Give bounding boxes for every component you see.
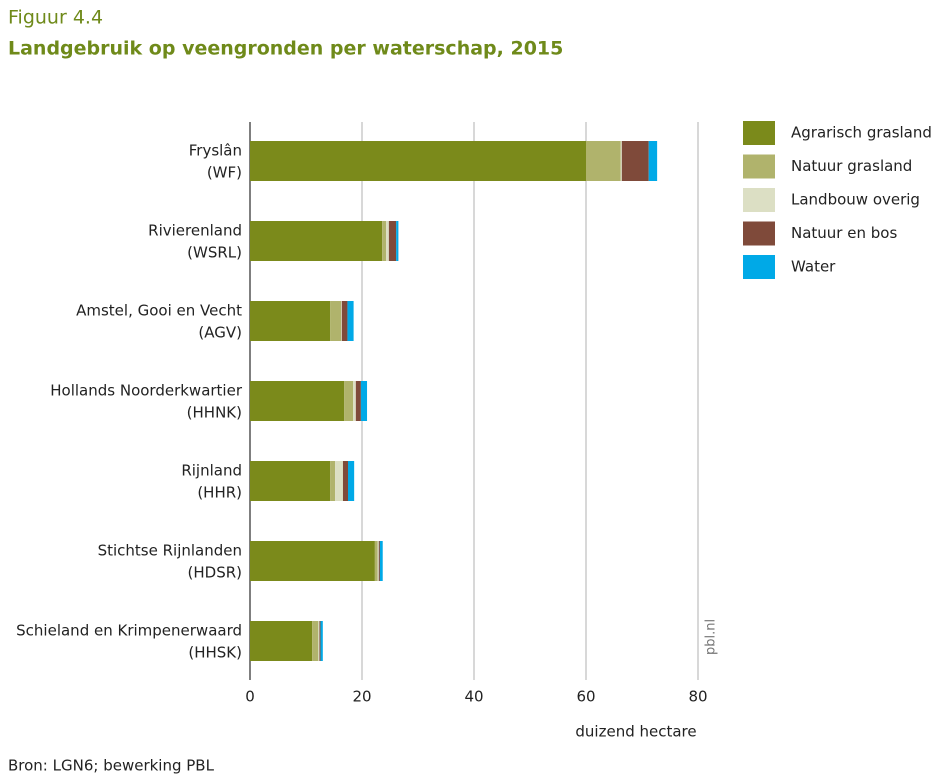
- bar-segment: [341, 301, 342, 341]
- legend-swatch: [743, 255, 775, 279]
- bar-segment: [347, 301, 354, 341]
- y-tick-label: Rijnland: [181, 462, 242, 480]
- y-tick-label: Schieland en Krimpenerwaard: [16, 622, 242, 640]
- y-tick-label: (HHR): [197, 484, 242, 502]
- x-tick-label: 60: [576, 688, 595, 706]
- bar-segment: [341, 301, 348, 341]
- y-tick-label: Hollands Noorderkwartier: [50, 382, 243, 400]
- legend-label: Water: [791, 258, 836, 276]
- y-tick-label: (WF): [207, 164, 242, 182]
- bar-segment: [353, 381, 356, 421]
- y-tick-label: (HDSR): [188, 564, 242, 582]
- y-tick-label: Fryslân: [189, 142, 242, 160]
- bar-segment: [320, 621, 323, 661]
- bar-segment: [250, 621, 313, 661]
- x-axis-label: duizend hectare: [575, 723, 696, 741]
- legend-label: Landbouw overig: [791, 191, 920, 209]
- y-tick-label: (HHSK): [188, 644, 242, 662]
- bar-segment: [348, 461, 355, 501]
- y-tick-label: (AGV): [198, 324, 242, 342]
- chart-supertitle: Figuur 4.4: [8, 7, 103, 29]
- bar-segment: [620, 141, 622, 181]
- bar-segment: [250, 541, 375, 581]
- bar-segment: [250, 221, 383, 261]
- legend-swatch: [743, 221, 775, 246]
- legend-swatch: [743, 121, 775, 145]
- legend-swatch: [743, 154, 775, 179]
- source: Bron: LGN6; bewerking PBL: [8, 757, 215, 775]
- legend-label: Natuur en bos: [791, 224, 897, 242]
- bar-segment: [312, 621, 319, 661]
- bar-segment: [377, 541, 379, 581]
- bar-segment: [586, 141, 621, 181]
- y-tick-label: (WSRL): [187, 244, 242, 262]
- y-tick-label: Amstel, Gooi en Vecht: [76, 302, 242, 320]
- bar-segment: [382, 221, 387, 261]
- x-tick-label: 80: [688, 688, 707, 706]
- bar-segment: [360, 381, 368, 421]
- bar-segment: [335, 461, 343, 501]
- bar-segment: [396, 221, 399, 261]
- chart-title: Landgebruik op veengronden per waterscha…: [8, 38, 563, 60]
- bar-segment: [318, 621, 320, 661]
- x-tick-label: 20: [352, 688, 371, 706]
- bar-segment: [250, 301, 331, 341]
- bar-segment: [344, 381, 354, 421]
- x-tick-label: 0: [245, 688, 255, 706]
- legend-swatch: [743, 188, 775, 212]
- bar-segment: [388, 221, 397, 261]
- bar-segment: [342, 461, 348, 501]
- bar-segment: [250, 141, 586, 181]
- bar-segment: [250, 461, 331, 501]
- bar-segment: [319, 621, 321, 661]
- bar-segment: [621, 141, 649, 181]
- x-tick-label: 40: [464, 688, 483, 706]
- bar-segment: [378, 541, 380, 581]
- bar-segment: [386, 221, 389, 261]
- bar-segment: [330, 301, 342, 341]
- legend-label: Natuur grasland: [791, 157, 912, 175]
- y-tick-label: Rivierenland: [148, 222, 242, 240]
- bar-segment: [330, 461, 336, 501]
- watermark: pbl.nl: [704, 619, 719, 655]
- bar-segment: [648, 141, 658, 181]
- bar-segment: [374, 541, 378, 581]
- y-tick-label: (HHNK): [187, 404, 242, 422]
- legend-label: Agrarisch grasland: [791, 124, 932, 142]
- bar-segment: [250, 381, 345, 421]
- bar-segment: [379, 541, 383, 581]
- bar-segment: [355, 381, 361, 421]
- y-tick-label: Stichtse Rijnlanden: [98, 542, 242, 560]
